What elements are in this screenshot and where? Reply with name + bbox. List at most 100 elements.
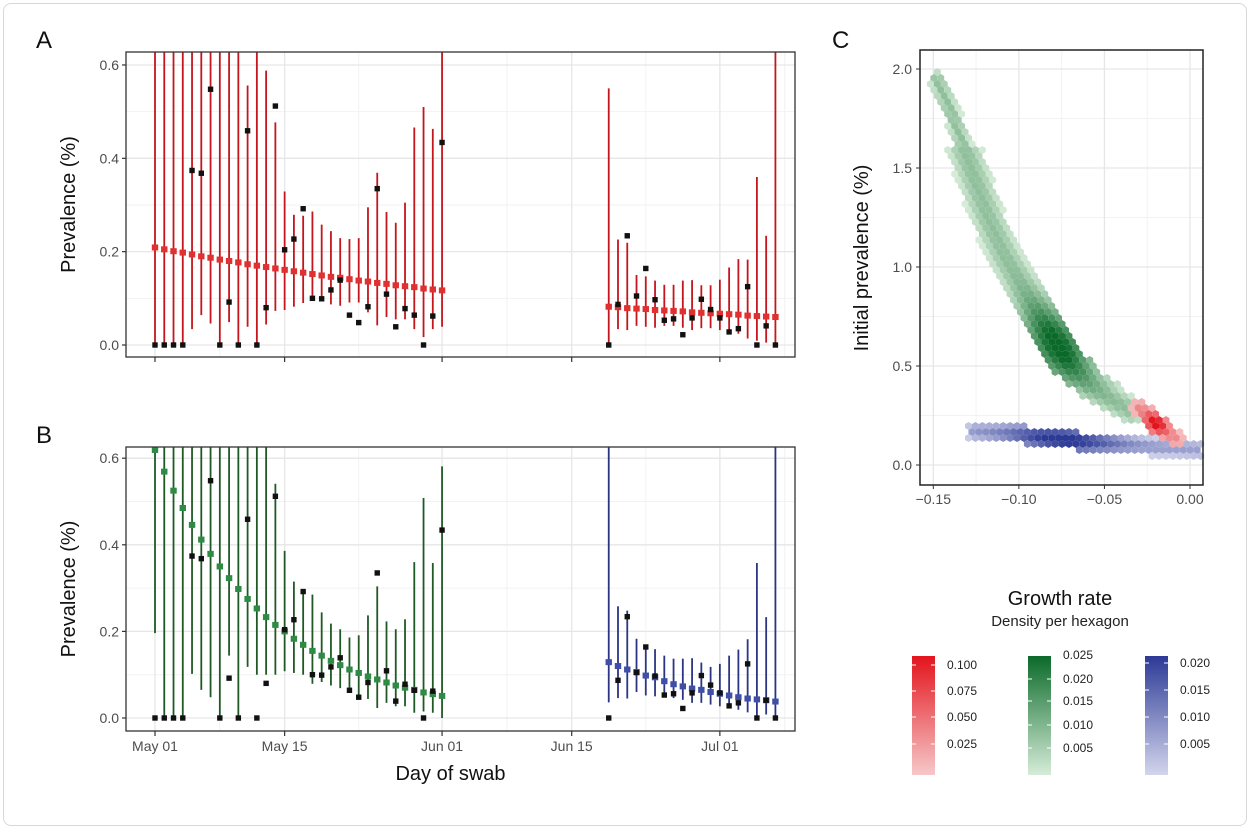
hexagon (1079, 368, 1087, 376)
hexagon (1041, 314, 1049, 322)
observed-point (624, 233, 630, 239)
hexagon (1148, 428, 1156, 436)
hexagon (978, 422, 986, 430)
hexagon (1089, 398, 1097, 406)
observed-point (698, 296, 705, 302)
observed-point (309, 672, 316, 678)
hexagon (1034, 326, 1042, 334)
fit-point (744, 312, 751, 319)
hexagon (1006, 254, 1014, 262)
observed-point (680, 705, 686, 712)
hexagon (1055, 434, 1062, 442)
observed-point (643, 265, 649, 272)
hexagon (972, 206, 979, 214)
observed-point (633, 293, 640, 299)
observed-point (254, 715, 260, 721)
observed-point (726, 329, 732, 335)
colorbar-2: 0.025 0.020 0.015 0.010 0.005 (1028, 648, 1093, 775)
hexagon (982, 200, 990, 208)
hexagon (1103, 434, 1111, 442)
colorbar-1: 0.100 0.075 0.050 0.025 (912, 656, 977, 775)
hexagon (944, 146, 952, 154)
hexagon (1013, 422, 1021, 430)
observed-point (772, 715, 779, 721)
hexagon (1058, 332, 1066, 340)
hexagon (1027, 290, 1035, 298)
hexagon (1103, 398, 1111, 406)
hexagon (1034, 434, 1042, 442)
hexagon (1013, 266, 1021, 274)
hexagon (978, 206, 986, 214)
hexagon (1152, 422, 1159, 430)
hexagon (1127, 404, 1135, 412)
hexagon (1131, 434, 1139, 442)
hexagon (940, 104, 948, 112)
fit-point (698, 686, 705, 693)
hexagon (1089, 434, 1097, 442)
y-tick-label: 0.4 (100, 150, 120, 166)
hexagon (933, 80, 941, 88)
observed-point (189, 553, 195, 559)
observed-point (698, 672, 705, 679)
hexagon (1048, 302, 1056, 310)
hexagon (954, 164, 962, 172)
hexagon (1034, 338, 1042, 346)
hexagon (1162, 416, 1170, 424)
fit-point (679, 308, 687, 315)
hexagon (985, 182, 993, 190)
observed-point (198, 170, 204, 176)
fit-point (216, 563, 224, 570)
hexagon (1062, 362, 1069, 370)
hexagon (958, 158, 965, 166)
observed-point (652, 673, 658, 679)
hexagon (951, 158, 959, 166)
fit-point (383, 679, 390, 686)
hexagon (968, 428, 976, 436)
hexagon (1030, 320, 1038, 328)
observed-point (707, 682, 714, 688)
panel-c: 0.0 0.5 1.0 1.5 2.0 −0.15 −0.10 −0.05 0.00 Growth… (851, 49, 1205, 630)
hexagon (1006, 290, 1014, 298)
fit-point (725, 311, 733, 318)
fit-point (253, 262, 261, 269)
fit-point (299, 641, 307, 648)
observed-point (735, 325, 742, 332)
hexagon (1048, 362, 1056, 370)
plot-border (125, 446, 796, 732)
hexagon (1086, 368, 1094, 376)
hexagon (1058, 344, 1066, 352)
observed-point (652, 297, 658, 303)
hexagon (1037, 344, 1045, 352)
colorbar-label: 0.020 (1180, 656, 1210, 670)
hexagon (1020, 302, 1028, 310)
x-axis-title: Day of swab (395, 763, 505, 785)
y-tick-label: 0.2 (100, 623, 120, 639)
y-tick-label: 0.0 (100, 710, 120, 726)
observed-point (763, 697, 769, 703)
hexagon (961, 140, 969, 148)
hexagon (1044, 332, 1052, 340)
hexagon (999, 218, 1007, 226)
observed-point (661, 692, 667, 698)
hexagon (1117, 434, 1125, 442)
hexagon (1062, 338, 1069, 346)
observed-point (374, 570, 380, 576)
colorbar-3: 0.020 0.015 0.010 0.005 (1145, 656, 1210, 775)
fit-point (401, 684, 409, 691)
hexagon (992, 266, 1000, 274)
hexagon (985, 170, 993, 178)
hexagon (982, 212, 990, 220)
observed-point (402, 305, 408, 312)
hexagon (1179, 434, 1187, 442)
fit-point (411, 284, 418, 291)
hexagon (1124, 410, 1132, 418)
hexagon (975, 164, 983, 172)
hexagon (1089, 362, 1097, 370)
observed-point (235, 715, 242, 721)
hexagon (1159, 434, 1166, 442)
hexagon (1027, 278, 1035, 286)
colorbar (1028, 656, 1051, 775)
hexagon (1030, 272, 1038, 280)
hexagon (1072, 440, 1080, 448)
hexagon (1110, 398, 1118, 406)
